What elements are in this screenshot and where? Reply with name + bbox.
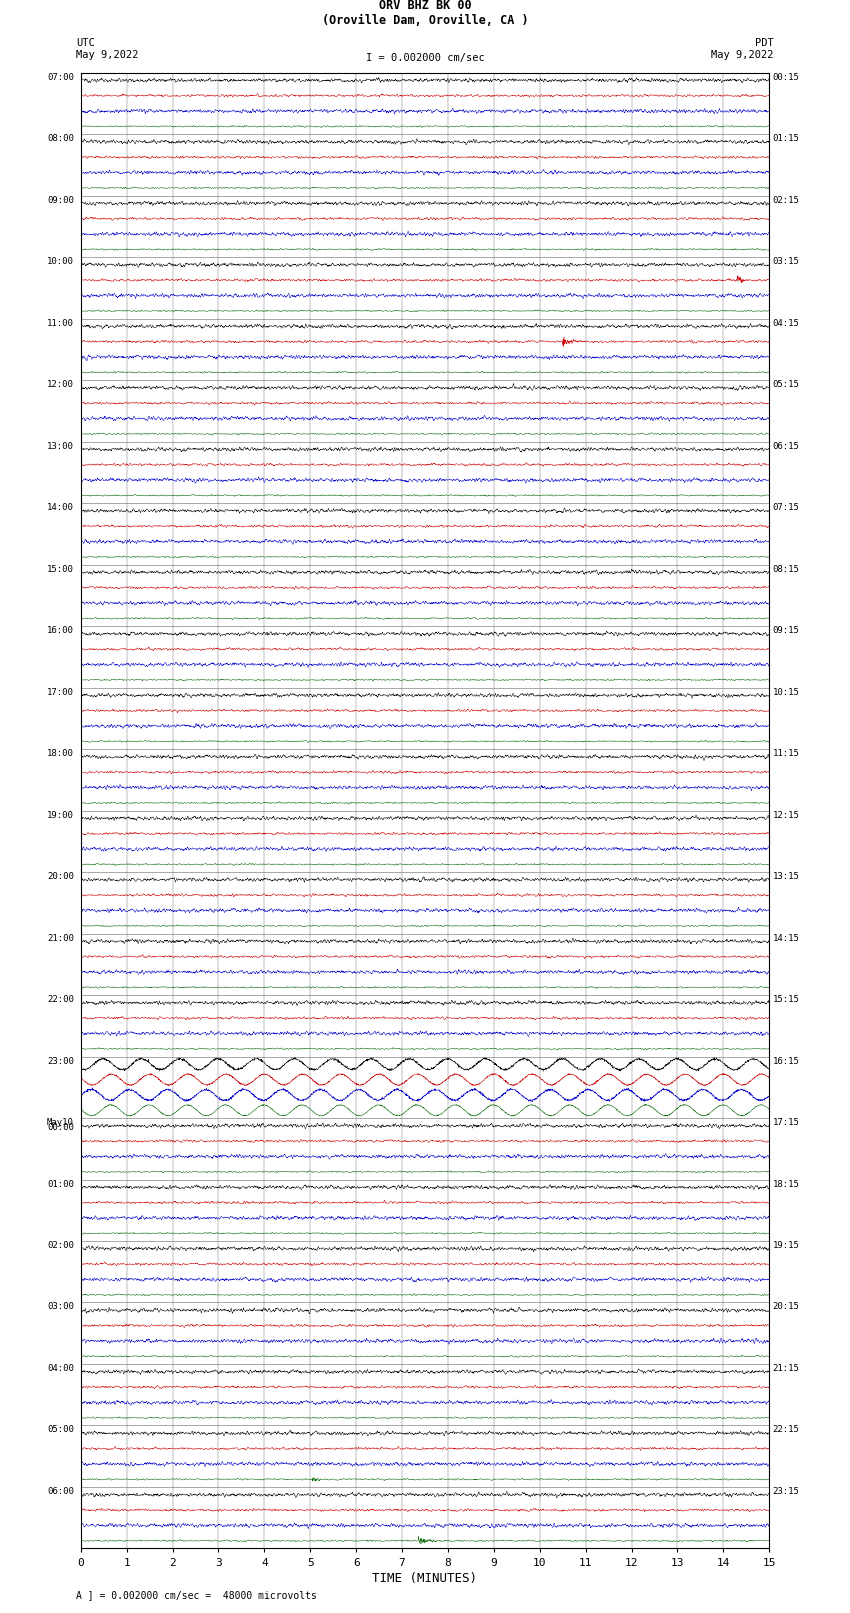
Text: 23:00: 23:00 <box>47 1057 74 1066</box>
Text: 16:00: 16:00 <box>47 626 74 636</box>
Text: 06:00: 06:00 <box>47 1487 74 1495</box>
Text: 13:00: 13:00 <box>47 442 74 450</box>
Text: 10:00: 10:00 <box>47 256 74 266</box>
Text: 21:15: 21:15 <box>773 1365 800 1373</box>
Text: 19:15: 19:15 <box>773 1240 800 1250</box>
Text: A ] = 0.002000 cm/sec =  48000 microvolts: A ] = 0.002000 cm/sec = 48000 microvolts <box>76 1590 317 1600</box>
Text: 06:15: 06:15 <box>773 442 800 450</box>
Text: 20:00: 20:00 <box>47 873 74 881</box>
Text: 16:15: 16:15 <box>773 1057 800 1066</box>
Text: 10:15: 10:15 <box>773 687 800 697</box>
Text: 01:00: 01:00 <box>47 1179 74 1189</box>
Text: 04:00: 04:00 <box>47 1365 74 1373</box>
Text: UTC
May 9,2022: UTC May 9,2022 <box>76 39 139 60</box>
Text: 02:15: 02:15 <box>773 195 800 205</box>
Text: 13:15: 13:15 <box>773 873 800 881</box>
Text: 09:15: 09:15 <box>773 626 800 636</box>
Text: 01:15: 01:15 <box>773 134 800 144</box>
Text: 17:15: 17:15 <box>773 1118 800 1127</box>
Text: 04:15: 04:15 <box>773 319 800 327</box>
Text: 05:15: 05:15 <box>773 381 800 389</box>
Text: 03:00: 03:00 <box>47 1303 74 1311</box>
Text: 11:15: 11:15 <box>773 748 800 758</box>
Text: 22:15: 22:15 <box>773 1426 800 1434</box>
Text: 22:00: 22:00 <box>47 995 74 1003</box>
Text: 05:00: 05:00 <box>47 1426 74 1434</box>
Text: 00:15: 00:15 <box>773 73 800 82</box>
Text: 15:15: 15:15 <box>773 995 800 1003</box>
Text: ORV BHZ BK 00
(Oroville Dam, Oroville, CA ): ORV BHZ BK 00 (Oroville Dam, Oroville, C… <box>321 0 529 27</box>
Text: 14:00: 14:00 <box>47 503 74 511</box>
Text: 07:00: 07:00 <box>47 73 74 82</box>
Text: 08:00: 08:00 <box>47 134 74 144</box>
Text: 19:00: 19:00 <box>47 811 74 819</box>
Text: 20:15: 20:15 <box>773 1303 800 1311</box>
Text: 17:00: 17:00 <box>47 687 74 697</box>
Text: 09:00: 09:00 <box>47 195 74 205</box>
Text: I = 0.002000 cm/sec: I = 0.002000 cm/sec <box>366 53 484 63</box>
Text: 23:15: 23:15 <box>773 1487 800 1495</box>
Text: 03:15: 03:15 <box>773 256 800 266</box>
Text: 18:15: 18:15 <box>773 1179 800 1189</box>
Text: PDT
May 9,2022: PDT May 9,2022 <box>711 39 774 60</box>
Text: 18:00: 18:00 <box>47 748 74 758</box>
Text: 07:15: 07:15 <box>773 503 800 511</box>
Text: 12:00: 12:00 <box>47 381 74 389</box>
Text: 00:00: 00:00 <box>47 1123 74 1132</box>
Text: 21:00: 21:00 <box>47 934 74 942</box>
Text: May10: May10 <box>47 1118 74 1127</box>
Text: 15:00: 15:00 <box>47 565 74 574</box>
Text: 02:00: 02:00 <box>47 1240 74 1250</box>
Text: 11:00: 11:00 <box>47 319 74 327</box>
X-axis label: TIME (MINUTES): TIME (MINUTES) <box>372 1571 478 1584</box>
Text: 08:15: 08:15 <box>773 565 800 574</box>
Text: 14:15: 14:15 <box>773 934 800 942</box>
Text: 12:15: 12:15 <box>773 811 800 819</box>
